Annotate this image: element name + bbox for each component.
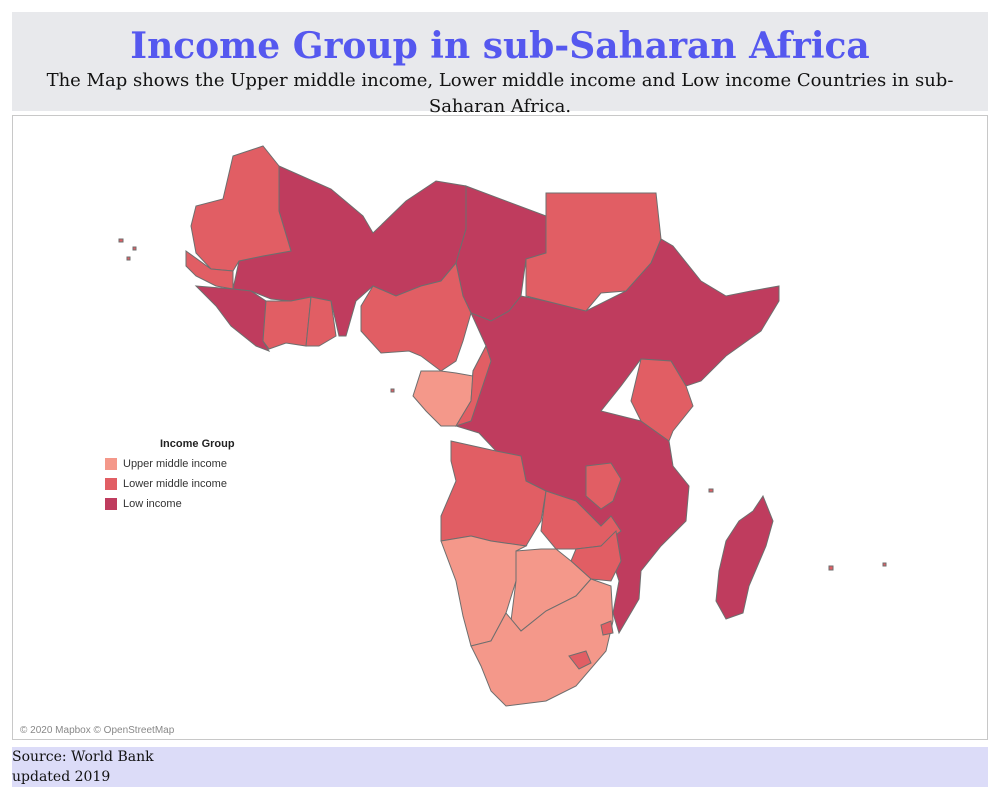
region-west-coast[interactable]: [185, 250, 234, 290]
region-islands[interactable]: [708, 488, 887, 571]
legend-item[interactable]: Upper middle income: [105, 454, 235, 474]
legend-swatch: [105, 498, 117, 510]
region-cape-verde[interactable]: [118, 238, 137, 261]
region-mauritania[interactable]: [190, 145, 292, 272]
header: Income Group in sub-Saharan Africa The M…: [12, 12, 988, 117]
region-kenya[interactable]: [630, 358, 694, 442]
region-guinea-liberia[interactable]: [194, 285, 271, 352]
legend-label: Upper middle income: [123, 458, 227, 470]
region-south-africa[interactable]: [470, 578, 614, 707]
region-cote-divoire[interactable]: [262, 296, 312, 350]
legend-item[interactable]: Low income: [105, 494, 235, 514]
footer: Source: World Bank updated 2019: [12, 747, 988, 787]
map-attribution[interactable]: © 2020 Mapbox © OpenStreetMap: [20, 725, 175, 736]
region-sudan[interactable]: [525, 192, 662, 312]
legend-label: Lower middle income: [123, 478, 227, 490]
region-eswatini[interactable]: [600, 620, 614, 636]
page-title: Income Group in sub-Saharan Africa: [130, 25, 870, 67]
legend-item[interactable]: Lower middle income: [105, 474, 235, 494]
source-text: Source: World Bank: [12, 749, 154, 765]
region-madagascar[interactable]: [715, 494, 774, 620]
region-ghana[interactable]: [305, 296, 337, 347]
updated-text: updated 2019: [12, 769, 111, 785]
legend-title: Income Group: [160, 438, 235, 450]
region-namibia[interactable]: [440, 535, 528, 647]
legend-swatch: [105, 478, 117, 490]
region-east-strip[interactable]: [585, 462, 622, 510]
legend-label: Low income: [123, 498, 182, 510]
legend: Income Group Upper middle income Lower m…: [105, 438, 235, 514]
map-view[interactable]: Income Group Upper middle income Lower m…: [12, 115, 988, 740]
page-subtitle: The Map shows the Upper middle income, L…: [46, 70, 954, 117]
legend-swatch: [105, 458, 117, 470]
region-congo[interactable]: [454, 344, 492, 427]
region-sahel-west[interactable]: [232, 165, 472, 337]
region-sao-tome[interactable]: [390, 388, 395, 393]
region-lesotho[interactable]: [568, 650, 592, 670]
region-nigeria[interactable]: [360, 261, 472, 372]
africa-map[interactable]: [13, 116, 987, 739]
